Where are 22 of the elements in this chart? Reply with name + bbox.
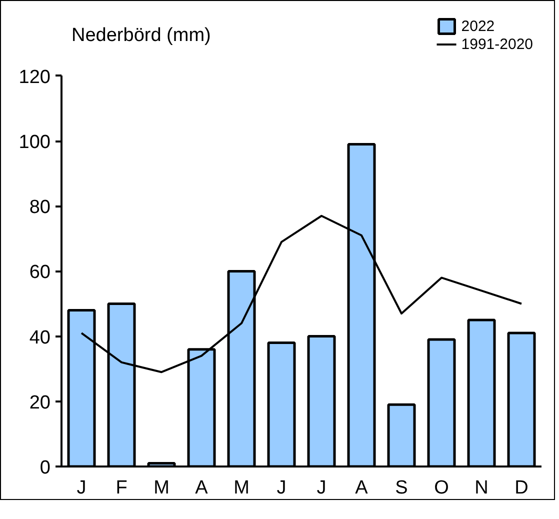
y-tick-label: 60 — [29, 262, 51, 284]
y-tick-label: 40 — [29, 327, 51, 348]
x-tick-label: J — [276, 478, 286, 498]
y-tick-label: 120 — [18, 66, 50, 88]
x-tick-label: M — [154, 478, 170, 498]
x-tick-label: A — [195, 478, 208, 498]
x-tick-label: M — [234, 478, 250, 498]
y-axis-title: Nederbörd (mm) — [72, 25, 211, 46]
x-tick-label: F — [116, 478, 128, 498]
legend-label: 2022 — [461, 17, 495, 35]
x-tick-label: D — [514, 478, 528, 498]
x-tick-label: O — [434, 478, 449, 498]
y-tick-label: 100 — [18, 132, 50, 153]
x-tick-label: J — [316, 478, 326, 498]
x-tick-label: N — [474, 478, 488, 498]
x-tick-label: J — [76, 478, 86, 498]
x-tick-label: S — [395, 478, 408, 498]
y-tick-label: 0 — [40, 458, 51, 478]
y-tick-label: 80 — [29, 197, 51, 218]
legend-label: 1991-2020 — [461, 35, 533, 53]
x-tick-label: A — [355, 478, 368, 498]
y-tick-label: 20 — [29, 392, 51, 414]
